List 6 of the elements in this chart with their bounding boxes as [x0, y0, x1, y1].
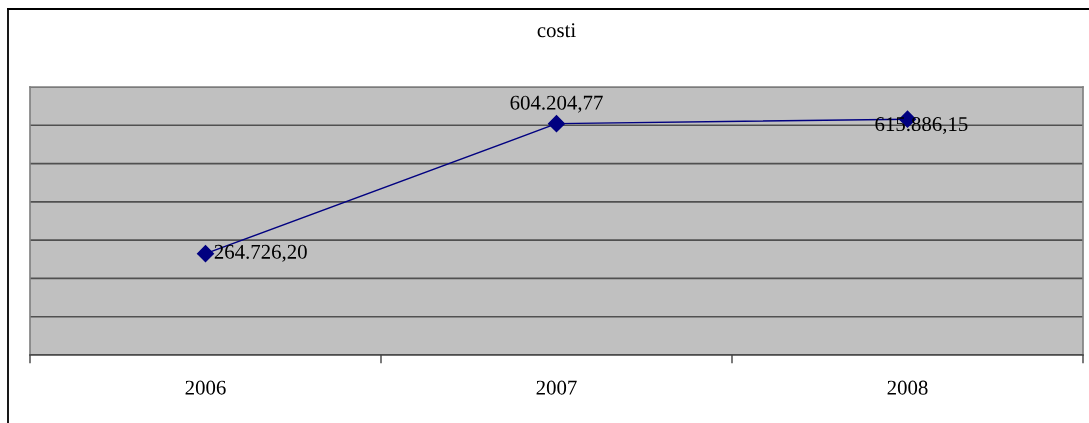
data-label: 604.204,77 — [510, 95, 603, 113]
x-tick-label: 2008 — [887, 380, 928, 395]
x-tick-label: 2006 — [185, 380, 226, 395]
x-tick-label: 2007 — [536, 380, 577, 395]
chart-title: costi — [537, 23, 576, 38]
data-label: 264.726,20 — [214, 244, 307, 262]
